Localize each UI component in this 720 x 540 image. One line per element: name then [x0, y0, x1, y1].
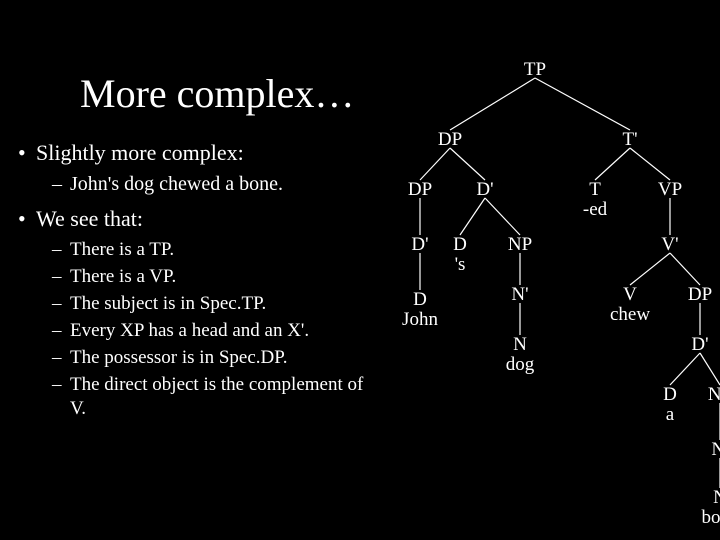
bullet-level1: • Slightly more complex: — [18, 140, 383, 166]
bullet-text: Every XP has a head and an X'. — [70, 319, 309, 343]
tree-node: Vchew — [610, 285, 650, 325]
tree-node: T-ed — [583, 180, 607, 220]
bullet-text: There is a TP. — [70, 238, 174, 262]
tree-node: Nbone — [702, 488, 720, 528]
tree-node: TP — [524, 60, 546, 80]
bullet-marker: – — [52, 319, 70, 343]
bullet-level3: – The subject is in Spec.TP. — [52, 292, 383, 316]
bullet-text: The direct object is the complement of V… — [70, 373, 383, 421]
tree-node: DP — [688, 285, 712, 305]
bullet-level3: – The direct object is the complement of… — [52, 373, 383, 421]
bullet-level3: – The possessor is in Spec.DP. — [52, 346, 383, 370]
tree-node: DJohn — [402, 290, 438, 330]
bullet-marker: • — [18, 206, 36, 232]
bullet-marker: – — [52, 238, 70, 262]
bullet-marker: – — [52, 172, 70, 196]
bullet-text: There is a VP. — [70, 265, 176, 289]
bullet-marker: – — [52, 373, 70, 397]
bullet-level1: • We see that: — [18, 206, 383, 232]
bullet-text: We see that: — [36, 206, 143, 232]
tree-node: DP — [408, 180, 432, 200]
bullet-text: Slightly more complex: — [36, 140, 244, 166]
bullet-text: The possessor is in Spec.DP. — [70, 346, 287, 370]
tree-node: DP — [438, 130, 462, 150]
tree-node: Ndog — [506, 335, 535, 375]
page-title: More complex… — [80, 70, 354, 117]
bullet-level3: – There is a TP. — [52, 238, 383, 262]
bullet-level2: – John's dog chewed a bone. — [52, 172, 383, 196]
bullet-marker: – — [52, 292, 70, 316]
syntax-tree: TP DP T' DP D' T-ed VP D' D's NP V' DJohn N' Vchew DP N… — [380, 60, 720, 540]
tree-node: V' — [661, 235, 678, 255]
tree-node: NP — [508, 235, 532, 255]
bullet-marker: – — [52, 265, 70, 289]
tree-node: T' — [622, 130, 637, 150]
tree-node: N' — [711, 440, 720, 460]
bullet-marker: • — [18, 140, 36, 166]
tree-node: N' — [511, 285, 528, 305]
tree-node: D' — [476, 180, 493, 200]
bullet-level3: – Every XP has a head and an X'. — [52, 319, 383, 343]
bullet-marker: – — [52, 346, 70, 370]
tree-node: D's — [453, 235, 467, 275]
tree-node: D' — [411, 235, 428, 255]
tree-node: D' — [691, 335, 708, 355]
bullet-text: John's dog chewed a bone. — [70, 172, 283, 196]
tree-node: Da — [663, 385, 677, 425]
bullet-text: The subject is in Spec.TP. — [70, 292, 266, 316]
tree-node: NP — [708, 385, 720, 405]
tree-node: VP — [658, 180, 682, 200]
bullet-list: • Slightly more complex: – John's dog ch… — [18, 140, 383, 424]
bullet-level3: – There is a VP. — [52, 265, 383, 289]
